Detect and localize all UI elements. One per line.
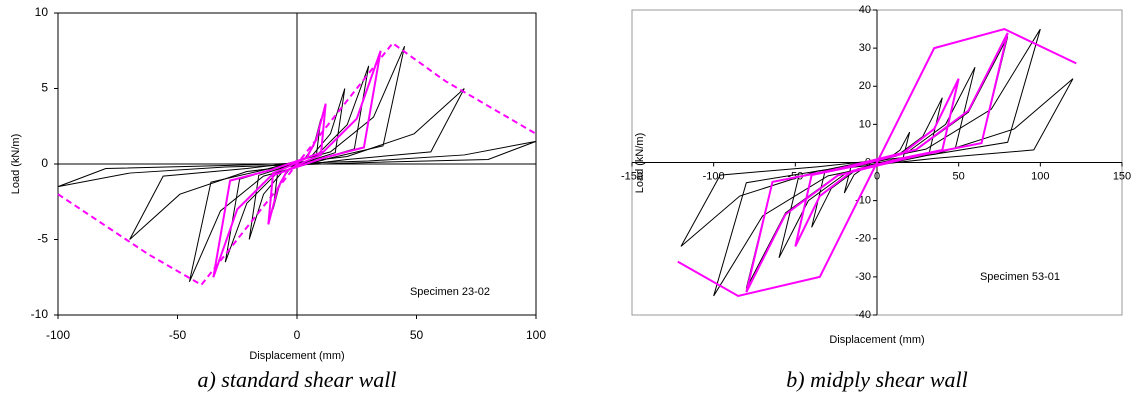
y-tick-label: 5 <box>41 81 48 95</box>
y-tick-label: 0 <box>41 156 48 170</box>
hysteresis-curve <box>677 28 1077 298</box>
y-tick-label: -10 <box>31 307 49 321</box>
hysteresis-curve <box>713 28 1041 297</box>
hysteresis-curve <box>129 88 465 240</box>
hysteresis-curve <box>57 41 537 287</box>
hysteresis-curve <box>188 46 406 282</box>
annotation: Specimen 53-01 <box>980 271 1060 283</box>
hysteresis-curve <box>212 50 382 278</box>
x-tick-label: 100 <box>1031 170 1049 182</box>
y-tick-label: -20 <box>855 233 871 245</box>
hysteresis-curve <box>267 103 327 225</box>
y-tick-label: 40 <box>859 4 871 16</box>
caption: a) standard shear wall <box>197 367 396 392</box>
x-tick-label: 50 <box>410 328 424 342</box>
x-tick-label: 50 <box>953 170 965 182</box>
hysteresis-curve <box>248 88 346 240</box>
x-tick-label: 0 <box>874 170 880 182</box>
y-tick-label: 30 <box>859 42 871 54</box>
x-tick-label: 0 <box>294 328 301 342</box>
y-tick-label: -5 <box>37 232 48 246</box>
y-axis-label: Load (kN/m) <box>634 133 646 194</box>
x-tick-label: -100 <box>46 328 70 342</box>
x-axis-label: Displacement (mm) <box>249 350 344 362</box>
x-tick-label: -150 <box>621 170 643 182</box>
x-tick-label: 150 <box>1113 170 1131 182</box>
x-tick-label: -100 <box>703 170 725 182</box>
y-axis-label: Load (kN/m) <box>10 134 22 195</box>
x-axis-label: Displacement (mm) <box>829 334 924 346</box>
hysteresis-curve <box>745 32 1009 293</box>
y-tick-label: -40 <box>855 309 871 321</box>
caption: b) midply shear wall <box>786 367 968 392</box>
x-tick-label: -50 <box>169 328 187 342</box>
hysteresis-curve <box>57 140 537 188</box>
y-tick-label: 20 <box>859 80 871 92</box>
annotation: Specimen 23-02 <box>410 286 490 298</box>
hysteresis-curve <box>680 78 1074 247</box>
x-tick-label: 100 <box>526 328 546 342</box>
y-tick-label: -30 <box>855 271 871 283</box>
y-tick-label: 10 <box>35 5 49 19</box>
y-tick-label: 10 <box>859 118 871 130</box>
